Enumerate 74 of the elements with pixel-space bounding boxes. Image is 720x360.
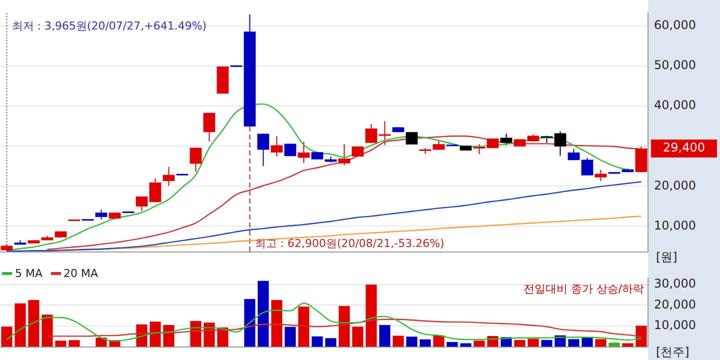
bar xyxy=(150,322,161,347)
bar xyxy=(284,326,296,347)
candlestick xyxy=(95,209,108,220)
bar xyxy=(312,336,323,347)
bar xyxy=(366,284,377,347)
bar xyxy=(582,337,593,347)
annotation: 최고 : 62,900원(20/08/21,-53.26%) xyxy=(254,237,444,250)
legend-label: 20 MA xyxy=(62,267,98,280)
bar xyxy=(433,335,444,347)
text: 29,400 xyxy=(663,140,705,155)
line-series xyxy=(46,318,642,338)
bar xyxy=(352,326,364,347)
candlestick xyxy=(203,112,216,142)
bar xyxy=(1,326,12,347)
candlestick xyxy=(635,146,648,173)
annotation: 최저 : 3,965원(20/07/27,+641.49%) xyxy=(12,20,207,33)
bar xyxy=(258,280,269,347)
bar xyxy=(55,340,66,347)
y-tick-label: 20,000 xyxy=(654,297,696,312)
candlestick xyxy=(162,166,175,186)
bar xyxy=(420,339,431,347)
line-series xyxy=(6,181,642,252)
bar xyxy=(68,340,80,347)
bar xyxy=(325,338,336,347)
candlestick xyxy=(298,141,310,164)
bar xyxy=(96,338,107,347)
annotation: 전일대비 종가 상승/하락 xyxy=(523,282,644,296)
bar xyxy=(338,306,350,347)
bar xyxy=(474,340,485,347)
candlestick xyxy=(338,144,350,166)
candlestick xyxy=(554,130,566,156)
y-tick-label: 10,000 xyxy=(654,218,696,232)
bar xyxy=(446,342,458,347)
candlestick xyxy=(190,147,202,172)
y-axis-title: [원] xyxy=(656,250,678,264)
bar xyxy=(595,339,606,347)
y-tick-label: 60,000 xyxy=(654,18,696,32)
bar xyxy=(514,340,526,347)
y-tick-label: 30,000 xyxy=(654,276,696,291)
bar xyxy=(636,326,647,347)
y-tick-label: 50,000 xyxy=(654,58,696,72)
bar xyxy=(541,340,552,347)
bar xyxy=(14,303,26,347)
y-axis-title: [천주] xyxy=(656,345,690,360)
candlestick xyxy=(257,133,270,167)
y-tick-label: 20,000 xyxy=(654,178,696,192)
candlestick xyxy=(378,120,391,146)
candlestick xyxy=(594,169,607,182)
candlestick xyxy=(581,157,594,176)
line-series xyxy=(33,216,642,252)
bar xyxy=(406,336,418,347)
candlestick xyxy=(149,178,162,203)
candlestick xyxy=(270,136,283,158)
candlestick xyxy=(136,196,148,212)
bar xyxy=(28,300,40,347)
y-tick-label: 10,000 xyxy=(654,318,696,332)
bar xyxy=(298,306,310,347)
candlestick xyxy=(406,132,418,146)
line-series xyxy=(6,103,628,251)
legend-label: 5 MA xyxy=(14,267,43,280)
candlestick xyxy=(473,144,486,155)
line-series xyxy=(6,302,642,342)
bar xyxy=(42,314,53,347)
bar xyxy=(392,336,404,347)
y-tick-label: 40,000 xyxy=(654,98,696,112)
bar xyxy=(568,339,580,347)
bar xyxy=(528,338,539,347)
bar xyxy=(379,324,390,347)
candlestick xyxy=(284,143,296,157)
bar xyxy=(608,342,620,347)
bar xyxy=(244,298,256,347)
candlestick xyxy=(500,133,512,146)
bar xyxy=(271,300,282,347)
candlestick xyxy=(365,124,378,144)
